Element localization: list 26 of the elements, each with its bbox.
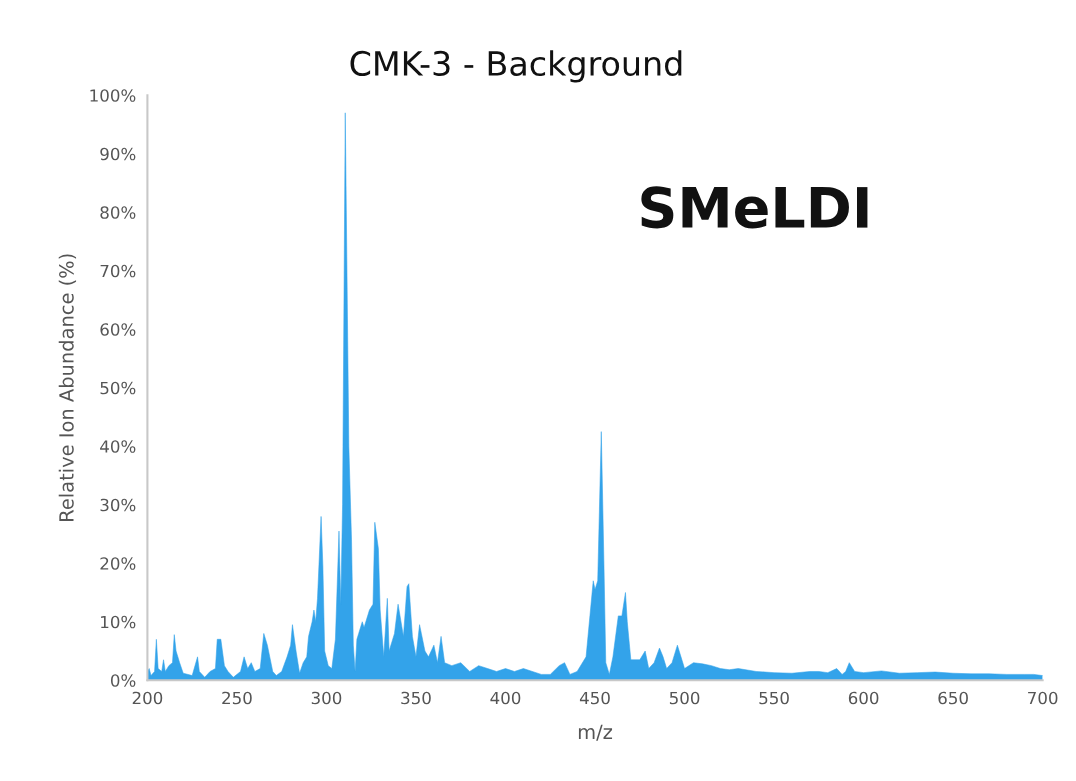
chart-title: CMK-3 - Background bbox=[350, 50, 682, 83]
y-tick-label: 0% bbox=[110, 674, 136, 687]
y-tick-label: 20% bbox=[100, 557, 136, 570]
y-tick-label: 30% bbox=[100, 498, 136, 512]
y-tick-label: 100% bbox=[90, 89, 136, 102]
annotation: SMeLDI bbox=[641, 186, 868, 229]
y-tick-label: 90% bbox=[100, 147, 136, 161]
y-tick-label: 50% bbox=[100, 381, 136, 395]
x-tick-label: 650 bbox=[938, 691, 968, 705]
y-axis-title: Relative Ion Abundance (%) bbox=[58, 254, 77, 521]
y-tick-label: 40% bbox=[100, 440, 136, 453]
x-tick-label: 700 bbox=[1028, 691, 1058, 705]
x-tick-label: 550 bbox=[759, 691, 789, 705]
x-tick-label: 250 bbox=[222, 691, 252, 705]
x-tick-label: 600 bbox=[848, 691, 879, 705]
x-tick-label: 400 bbox=[490, 691, 521, 705]
y-tick-label: 70% bbox=[100, 264, 136, 278]
x-tick-label: 450 bbox=[579, 691, 610, 705]
x-tick-label: 300 bbox=[311, 691, 342, 705]
y-tick-label: 80% bbox=[100, 206, 136, 219]
x-tick-label: 200 bbox=[132, 691, 163, 705]
x-axis-title: m/z bbox=[578, 724, 613, 741]
x-tick-label: 350 bbox=[401, 691, 431, 705]
y-tick-label: 10% bbox=[101, 615, 136, 629]
y-tick-label: 60% bbox=[100, 323, 136, 336]
x-tick-label: 500 bbox=[669, 691, 700, 705]
